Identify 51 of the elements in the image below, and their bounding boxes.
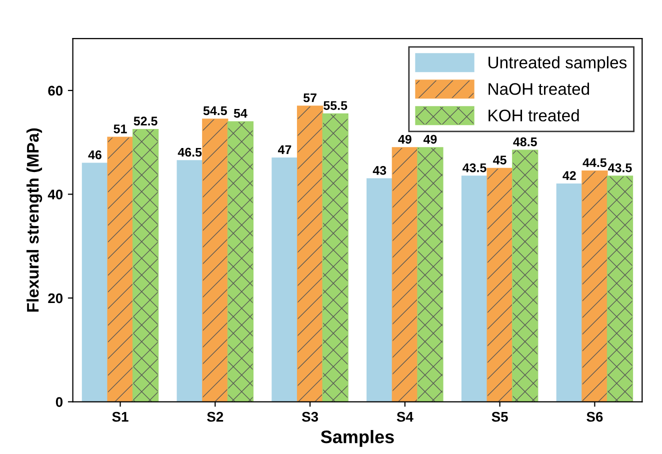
data-label: 43.5 bbox=[608, 163, 632, 172]
data-label: 49 bbox=[423, 134, 437, 144]
bar bbox=[296, 106, 324, 402]
data-label: 55.5 bbox=[324, 101, 348, 110]
y-axis-title: Flexural strength (MPa) bbox=[26, 128, 42, 312]
bar bbox=[417, 147, 444, 402]
bar bbox=[202, 118, 228, 402]
bar bbox=[107, 136, 134, 402]
bar bbox=[272, 158, 298, 402]
bar bbox=[176, 160, 203, 402]
y-tick-label: 20 bbox=[48, 293, 63, 304]
x-axis-title: Samples bbox=[320, 430, 394, 447]
bar bbox=[322, 113, 348, 402]
bar bbox=[392, 147, 418, 402]
bar bbox=[227, 121, 254, 402]
y-tick-label: 60 bbox=[48, 86, 63, 96]
data-label: 46 bbox=[88, 150, 102, 160]
data-label: 46.5 bbox=[178, 148, 202, 157]
x-tick-label: S1 bbox=[112, 412, 128, 422]
bar bbox=[461, 176, 488, 402]
data-label: 45 bbox=[493, 156, 506, 164]
data-label: 48.5 bbox=[513, 137, 537, 146]
x-tick-label: S6 bbox=[586, 412, 603, 422]
legend-label: NaOH treated bbox=[488, 82, 590, 95]
bar bbox=[582, 170, 608, 402]
x-tick-label: S2 bbox=[207, 412, 224, 422]
legend-label: KOH treated bbox=[488, 109, 579, 122]
data-label: 43 bbox=[372, 166, 386, 175]
data-label: 47 bbox=[278, 145, 292, 154]
data-label: 52.5 bbox=[134, 116, 158, 126]
data-label: 57 bbox=[303, 93, 316, 102]
bar bbox=[82, 162, 108, 402]
data-label: 54 bbox=[234, 109, 248, 118]
data-label: 54.5 bbox=[203, 106, 227, 116]
bar bbox=[512, 150, 538, 402]
x-tick-label: S3 bbox=[302, 412, 318, 422]
bar bbox=[606, 176, 634, 402]
x-tick-label: S4 bbox=[396, 412, 414, 422]
bar bbox=[556, 183, 582, 402]
y-tick-label: 0 bbox=[56, 397, 63, 407]
bar bbox=[486, 168, 513, 402]
bar bbox=[132, 128, 159, 402]
data-label: 51 bbox=[114, 124, 127, 134]
data-label: 44.5 bbox=[582, 158, 607, 168]
legend-label: Untreated samples bbox=[488, 56, 627, 72]
x-tick-label: S5 bbox=[492, 412, 508, 422]
data-label: 49 bbox=[398, 134, 412, 144]
data-label: 42 bbox=[562, 171, 576, 180]
y-tick-label: 40 bbox=[48, 190, 63, 200]
data-label: 43.5 bbox=[462, 163, 486, 172]
bar bbox=[366, 178, 393, 402]
